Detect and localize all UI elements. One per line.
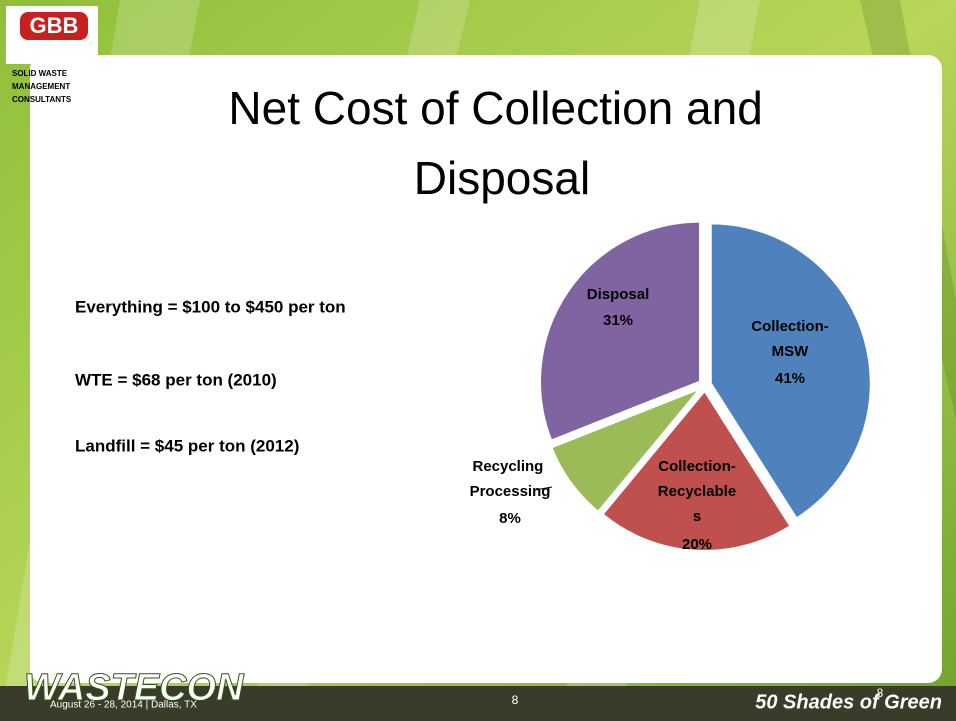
slice-label: Disposal xyxy=(587,286,650,303)
page-number: 8 xyxy=(512,693,519,707)
logo-line: CONSULTANTS xyxy=(12,95,72,104)
event-dates: August 26 - 28, 2014 | Dallas, TX xyxy=(50,700,197,711)
note: Everything = $100 to $450 per ton xyxy=(75,297,346,316)
slide: GBB SOLID WASTE MANAGEMENT CONSULTANTS N… xyxy=(0,0,956,721)
tagline: 50 Shades of Green xyxy=(755,691,942,713)
logo-line: MANAGEMENT xyxy=(12,82,70,91)
slice-value-label: 31% xyxy=(603,312,633,329)
note: WTE = $68 per ton (2010) xyxy=(75,370,277,389)
slice-value-label: 8% xyxy=(499,510,521,527)
slice-value-label: 20% xyxy=(682,536,712,553)
slice-value-label: 41% xyxy=(775,370,805,387)
logo-line: SOLID WASTE xyxy=(12,69,68,78)
note: Landfill = $45 per ton (2012) xyxy=(75,436,299,455)
logo-mark: GBB xyxy=(30,13,79,38)
